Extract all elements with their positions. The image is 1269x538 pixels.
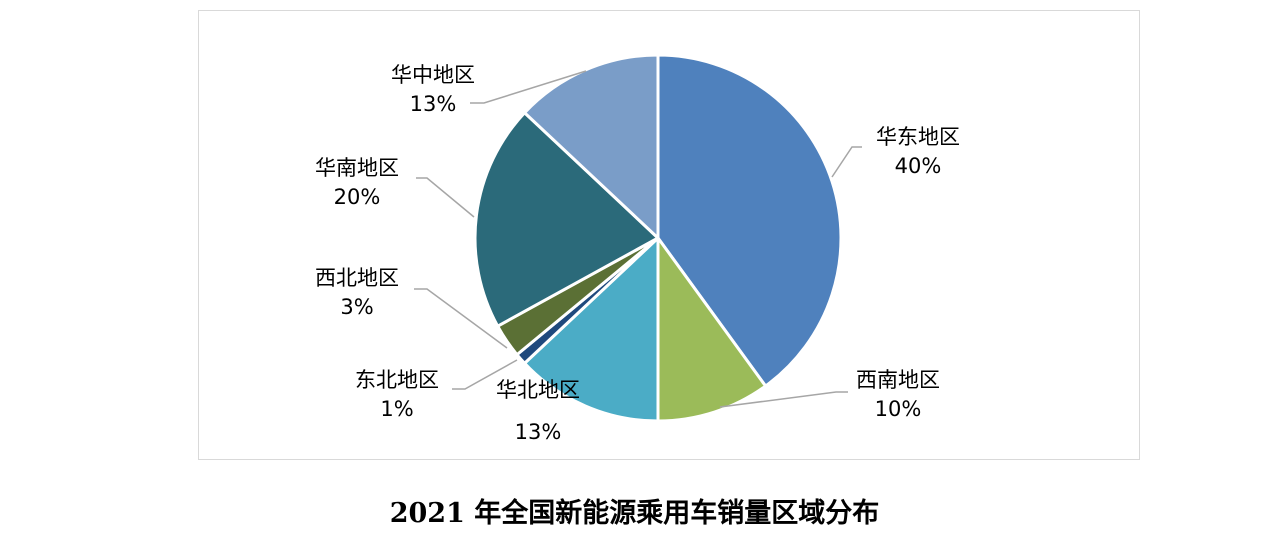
leader-line-7	[470, 70, 587, 104]
pie-slice-1	[656, 53, 843, 388]
pie-slice-6	[473, 111, 660, 328]
pie-slice-3	[523, 236, 660, 423]
slice-percent-label-4: 1%	[380, 397, 413, 421]
leader-line-1	[831, 146, 862, 178]
slice-name-label-5: 西北地区	[315, 266, 399, 290]
slice-percent-label-6: 20%	[334, 185, 381, 209]
slice-name-label-3: 华北地区	[496, 378, 580, 402]
slice-name-label-4: 东北地区	[355, 368, 439, 392]
slice-labels: 华东地区 40% 西南地区 10% 华北地区 13% 东北地区 1% 西北地区 3% 华南地区 20%…	[315, 63, 960, 444]
pie-slice-2	[656, 236, 768, 423]
slice-name-label-7: 华中地区	[391, 63, 475, 87]
slice-percent-label-2: 10%	[875, 397, 922, 421]
leader-line-4	[452, 359, 518, 390]
slice-percent-label-5: 3%	[340, 295, 373, 319]
slice-name-label-2: 西南地区	[856, 368, 940, 392]
slice-name-label-6: 华南地区	[315, 156, 399, 180]
leader-lines	[414, 70, 862, 408]
chart-caption: 2021 年全国新能源乘用车销量区域分布	[389, 498, 880, 529]
slice-percent-label-7: 13%	[410, 92, 457, 116]
pie-slices	[473, 53, 843, 423]
slice-percent-label-1: 40%	[895, 154, 942, 178]
slice-name-label-1: 华东地区	[876, 125, 960, 149]
chart-frame	[198, 10, 1140, 460]
leader-line-6	[416, 177, 475, 218]
leader-line-2	[719, 391, 848, 408]
pie-slice-7	[523, 53, 660, 240]
slice-percent-label-3: 13%	[515, 420, 562, 444]
leader-line-5	[414, 288, 508, 349]
